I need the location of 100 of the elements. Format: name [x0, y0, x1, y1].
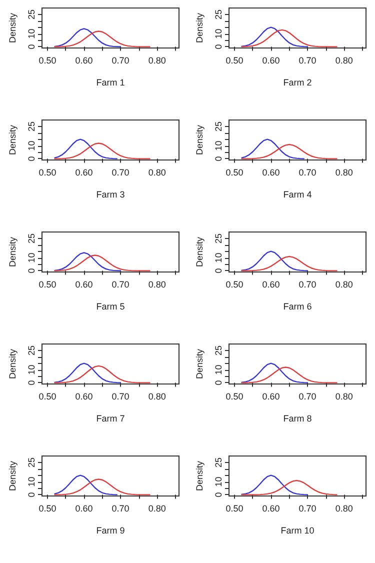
x-tick-label: 0.70	[112, 56, 130, 66]
y-tick-label: 0	[214, 492, 224, 498]
y-tick-label: 25	[214, 345, 224, 356]
y-tick-label: 25	[26, 121, 36, 132]
x-tick-label: 0.60	[262, 56, 280, 66]
line-series	[54, 254, 150, 272]
line-series	[54, 30, 150, 48]
y-tick-label: 0	[26, 380, 36, 386]
x-axis-title: Farm 7	[96, 414, 125, 424]
x-tick-label: 0.60	[262, 168, 280, 178]
y-tick-label: 0	[26, 156, 36, 162]
y-tick-label: 0	[214, 380, 224, 386]
x-tick-label: 0.60	[75, 168, 93, 178]
line-series	[241, 250, 308, 272]
y-tick-label: 0	[26, 268, 36, 274]
line-series	[54, 474, 118, 496]
x-tick-label: 0.60	[262, 280, 280, 290]
x-tick-label: 0.80	[335, 56, 353, 66]
y-axis-title: Density	[8, 348, 18, 380]
y-tick-label: 25	[214, 233, 224, 244]
y-tick-label: 10	[214, 364, 224, 375]
y-tick-label: 10	[214, 28, 224, 39]
line-series	[241, 474, 308, 496]
x-axis-title: Farm 9	[96, 526, 125, 536]
y-axis-title: Density	[194, 236, 204, 268]
x-tick-label: 0.70	[298, 56, 316, 66]
x-tick-label: 0.80	[335, 168, 353, 178]
x-tick-label: 0.70	[298, 168, 316, 178]
y-tick-label: 0	[214, 156, 224, 162]
line-series	[241, 29, 338, 48]
x-tick-label: 0.50	[38, 392, 56, 402]
x-axis-title: Farm 2	[283, 78, 312, 88]
x-tick-label: 0.60	[262, 504, 280, 514]
y-tick-label: 25	[26, 457, 36, 468]
x-tick-label: 0.60	[75, 504, 93, 514]
y-tick-label: 10	[26, 252, 36, 263]
line-series	[54, 28, 122, 48]
x-tick-label: 0.50	[226, 56, 244, 66]
line-series	[54, 252, 122, 272]
x-tick-label: 0.50	[226, 392, 244, 402]
y-tick-label: 10	[26, 476, 36, 487]
y-axis-title: Density	[8, 124, 18, 156]
y-tick-label: 25	[26, 345, 36, 356]
y-axis-title: Density	[194, 124, 204, 156]
y-tick-label: 10	[26, 140, 36, 151]
x-axis-title: Farm 3	[96, 190, 125, 200]
x-tick-label: 0.70	[112, 280, 130, 290]
y-tick-label: 10	[214, 252, 224, 263]
line-series	[54, 142, 150, 160]
y-axis-title: Density	[194, 348, 204, 380]
x-tick-label: 0.80	[335, 280, 353, 290]
y-tick-label: 0	[26, 44, 36, 50]
line-series	[54, 138, 118, 160]
line-series	[241, 362, 308, 384]
y-tick-label: 25	[214, 457, 224, 468]
x-axis-title: Farm 4	[283, 190, 312, 200]
y-tick-label: 10	[214, 476, 224, 487]
x-tick-label: 0.50	[38, 168, 56, 178]
x-tick-label: 0.50	[38, 56, 56, 66]
y-tick-label: 0	[214, 268, 224, 274]
x-axis-title: Farm 8	[283, 414, 312, 424]
x-tick-label: 0.60	[262, 392, 280, 402]
line-series	[241, 138, 304, 160]
y-tick-label: 10	[214, 140, 224, 151]
y-axis-title: Density	[194, 12, 204, 44]
y-tick-label: 10	[26, 364, 36, 375]
line-series	[241, 480, 338, 496]
x-tick-label: 0.80	[335, 392, 353, 402]
line-series	[54, 478, 150, 496]
x-tick-label: 0.80	[148, 392, 166, 402]
x-tick-label: 0.50	[38, 504, 56, 514]
line-series	[54, 365, 150, 384]
line-series	[241, 256, 338, 272]
y-axis-title: Density	[8, 12, 18, 44]
x-axis-title: Farm 6	[283, 302, 312, 312]
y-axis-title: Density	[8, 236, 18, 268]
x-tick-label: 0.60	[75, 280, 93, 290]
line-series	[241, 26, 308, 48]
x-tick-label: 0.50	[226, 168, 244, 178]
y-tick-label: 25	[214, 9, 224, 20]
x-axis-title: Farm 5	[96, 302, 125, 312]
x-tick-label: 0.60	[75, 56, 93, 66]
x-tick-label: 0.80	[148, 168, 166, 178]
y-tick-label: 0	[26, 492, 36, 498]
y-tick-label: 0	[214, 44, 224, 50]
y-tick-label: 25	[214, 121, 224, 132]
x-tick-label: 0.70	[112, 392, 130, 402]
x-tick-label: 0.50	[38, 280, 56, 290]
x-tick-label: 0.80	[148, 504, 166, 514]
line-series	[241, 144, 338, 160]
x-tick-label: 0.50	[226, 280, 244, 290]
x-axis-title: Farm 10	[280, 526, 314, 536]
y-axis-title: Density	[194, 460, 204, 492]
x-tick-label: 0.60	[75, 392, 93, 402]
x-tick-label: 0.50	[226, 504, 244, 514]
x-tick-label: 0.70	[298, 392, 316, 402]
line-series	[241, 366, 338, 384]
x-tick-label: 0.70	[298, 280, 316, 290]
y-axis-title: Density	[8, 460, 18, 492]
x-tick-label: 0.70	[112, 504, 130, 514]
